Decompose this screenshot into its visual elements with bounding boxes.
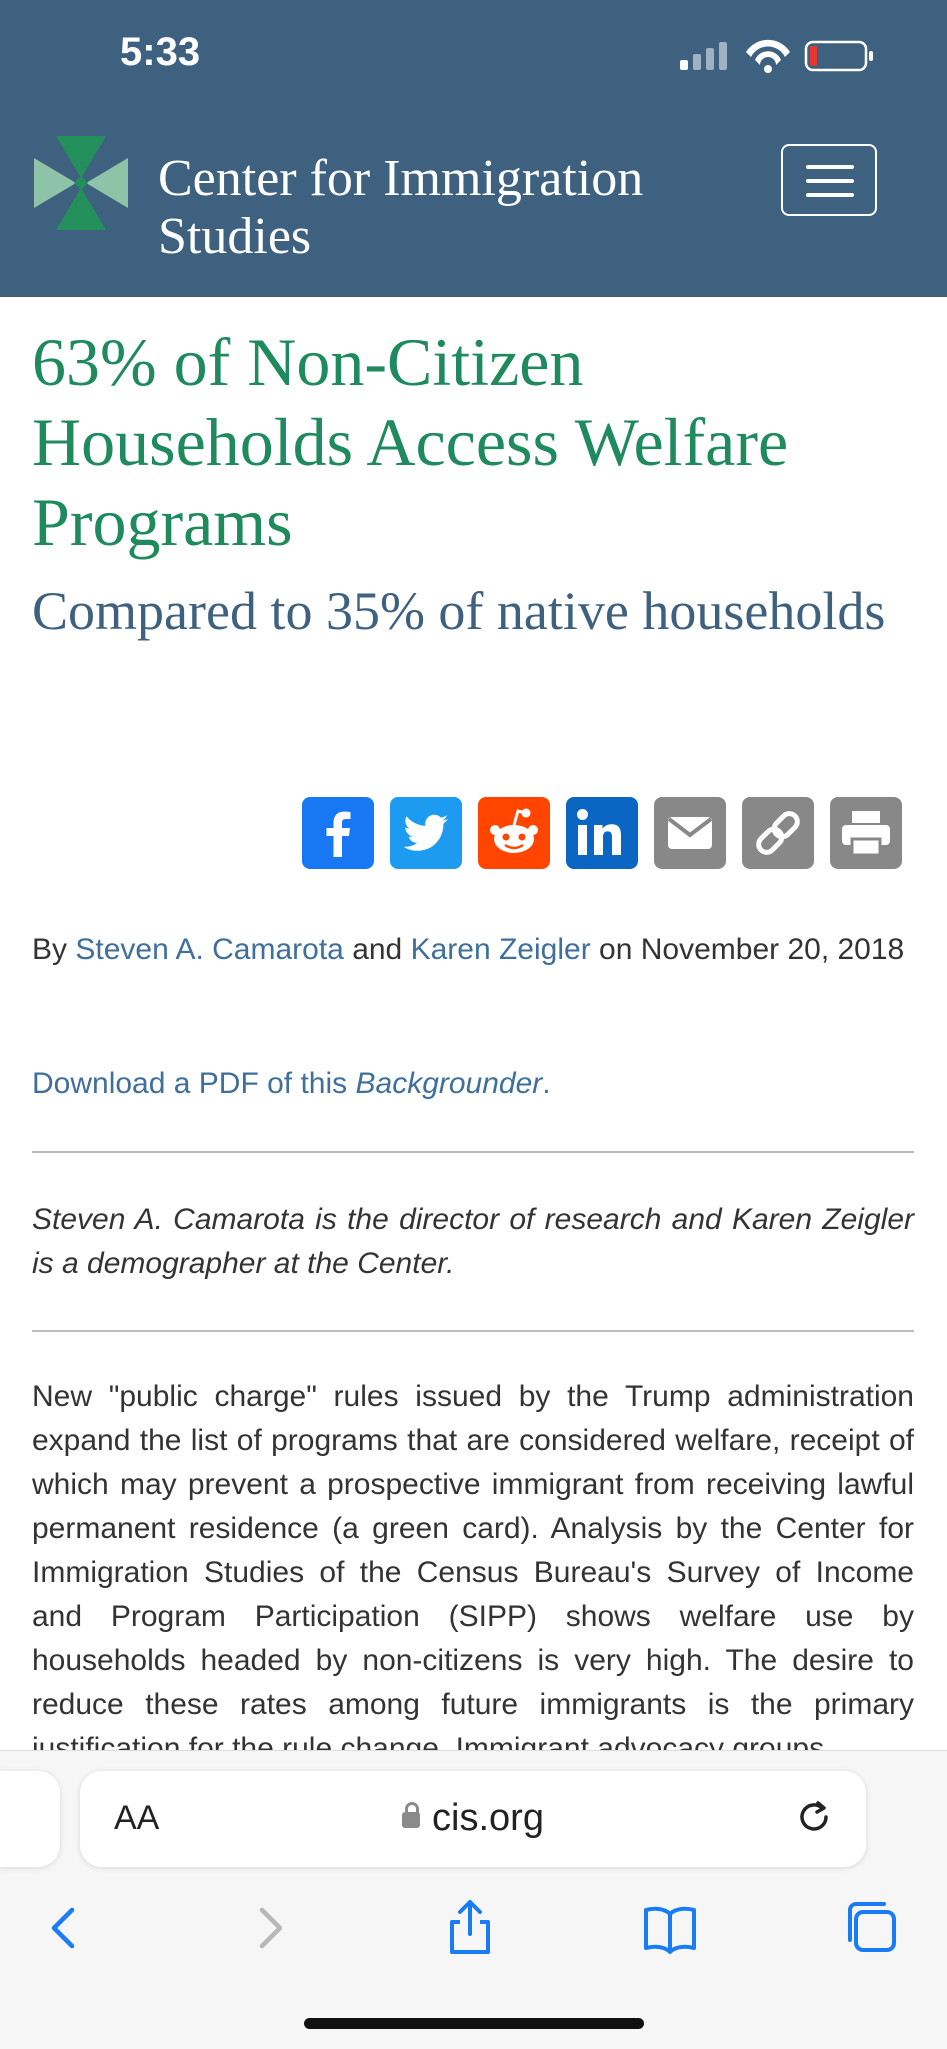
signal-icon bbox=[680, 42, 727, 70]
status-icons bbox=[680, 39, 873, 73]
twitter-share-button[interactable] bbox=[390, 797, 462, 869]
facebook-share-button[interactable] bbox=[302, 797, 374, 869]
divider bbox=[32, 1330, 914, 1332]
previous-tab-preview[interactable] bbox=[0, 1771, 60, 1867]
url-display[interactable]: cis.org bbox=[80, 1797, 866, 1840]
share-toolbar bbox=[302, 797, 912, 869]
lock-icon bbox=[402, 1802, 421, 1828]
reader-aa-button[interactable]: AA bbox=[114, 1799, 160, 1837]
share-icon[interactable] bbox=[440, 1898, 500, 1958]
reddit-icon bbox=[490, 808, 538, 853]
hamburger-menu-button[interactable] bbox=[781, 144, 877, 216]
article-body: New "public charge" rules issued by the … bbox=[32, 1380, 914, 1765]
linkedin-share-button[interactable] bbox=[566, 797, 638, 869]
author-bio: Steven A. Camarota is the director of re… bbox=[32, 1203, 914, 1280]
copy-link-icon bbox=[756, 811, 800, 855]
wifi-icon bbox=[746, 39, 790, 73]
tabs-icon[interactable] bbox=[842, 1898, 902, 1958]
email-icon bbox=[667, 817, 713, 849]
article-title: 63% of Non-Citizen Households Access Wel… bbox=[32, 324, 789, 560]
author-link-zeigler[interactable]: Karen Zeigler bbox=[410, 933, 591, 966]
download-pdf-link[interactable]: Download a PDF of this Backgrounder. bbox=[32, 1067, 551, 1100]
divider bbox=[32, 1151, 914, 1153]
site-name[interactable]: Center for Immigration Studies bbox=[158, 150, 644, 265]
bookmarks-icon[interactable] bbox=[640, 1898, 700, 1958]
forward-icon[interactable] bbox=[240, 1898, 300, 1958]
facebook-icon bbox=[326, 811, 351, 857]
address-bar[interactable]: AA cis.org bbox=[80, 1771, 866, 1867]
email-share-button[interactable] bbox=[654, 797, 726, 869]
battery-icon bbox=[804, 40, 873, 72]
author-link-camarota[interactable]: Steven A. Camarota bbox=[75, 933, 344, 966]
cis-logo[interactable] bbox=[34, 136, 128, 230]
copy-link-button[interactable] bbox=[742, 797, 814, 869]
linkedin-icon bbox=[577, 809, 621, 855]
home-indicator bbox=[304, 2018, 644, 2029]
print-icon bbox=[842, 811, 890, 857]
reddit-share-button[interactable] bbox=[478, 797, 550, 869]
reload-icon[interactable] bbox=[792, 1795, 836, 1839]
print-button[interactable] bbox=[830, 797, 902, 869]
article-subtitle: Compared to 35% of native households bbox=[32, 581, 886, 641]
twitter-icon bbox=[403, 814, 448, 851]
back-icon[interactable] bbox=[34, 1898, 94, 1958]
status-time: 5:33 bbox=[120, 30, 201, 74]
byline: By Steven A. Camarota and Karen Zeigler … bbox=[32, 933, 905, 966]
site-header: 5:33 Center for Immigration Studies bbox=[0, 0, 947, 297]
hamburger-menu-icon bbox=[806, 165, 854, 169]
